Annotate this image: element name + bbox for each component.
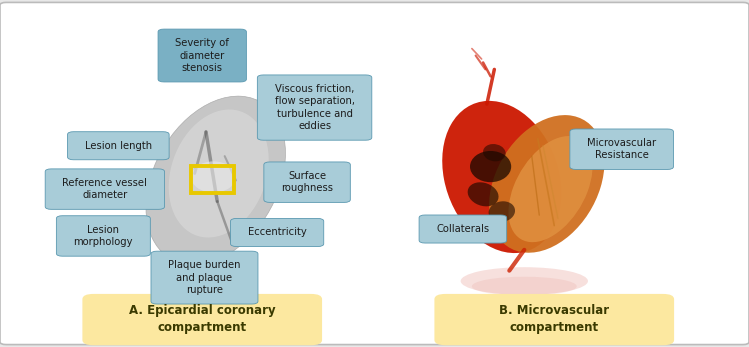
Text: Reference vessel
diameter: Reference vessel diameter (62, 178, 148, 200)
Text: Plaque burden
and plaque
rupture: Plaque burden and plaque rupture (169, 260, 240, 295)
FancyBboxPatch shape (158, 29, 246, 82)
FancyBboxPatch shape (151, 251, 258, 304)
FancyBboxPatch shape (67, 132, 169, 160)
Text: A. Epicardial coronary
compartment: A. Epicardial coronary compartment (129, 304, 276, 334)
Ellipse shape (472, 277, 577, 296)
Ellipse shape (489, 115, 604, 253)
Text: Viscous friction,
flow separation,
turbulence and
eddies: Viscous friction, flow separation, turbu… (275, 84, 354, 131)
FancyBboxPatch shape (82, 294, 322, 345)
Text: Eccentricity: Eccentricity (248, 228, 306, 237)
FancyBboxPatch shape (56, 216, 151, 256)
FancyBboxPatch shape (45, 169, 165, 209)
Text: B. Microvascular
compartment: B. Microvascular compartment (499, 304, 610, 334)
Text: Lesion length: Lesion length (85, 141, 152, 151)
Text: Surface
roughness: Surface roughness (281, 171, 333, 193)
Ellipse shape (467, 182, 499, 206)
Text: Microvascular
Resistance: Microvascular Resistance (587, 138, 656, 160)
FancyBboxPatch shape (570, 129, 673, 169)
Ellipse shape (146, 96, 285, 265)
Text: Collaterals: Collaterals (437, 224, 489, 234)
Ellipse shape (442, 101, 562, 253)
FancyBboxPatch shape (434, 294, 674, 345)
Ellipse shape (461, 267, 588, 295)
Bar (191, 166, 234, 193)
FancyBboxPatch shape (258, 75, 372, 140)
FancyBboxPatch shape (231, 219, 324, 246)
Ellipse shape (191, 161, 236, 193)
Ellipse shape (470, 151, 512, 182)
Text: Lesion
morphology: Lesion morphology (73, 225, 133, 247)
Ellipse shape (488, 201, 515, 222)
FancyBboxPatch shape (419, 215, 506, 243)
Text: Severity of
diameter
stenosis: Severity of diameter stenosis (175, 38, 229, 73)
Ellipse shape (483, 144, 506, 161)
Ellipse shape (169, 110, 269, 237)
Ellipse shape (509, 136, 592, 242)
FancyBboxPatch shape (264, 162, 351, 202)
